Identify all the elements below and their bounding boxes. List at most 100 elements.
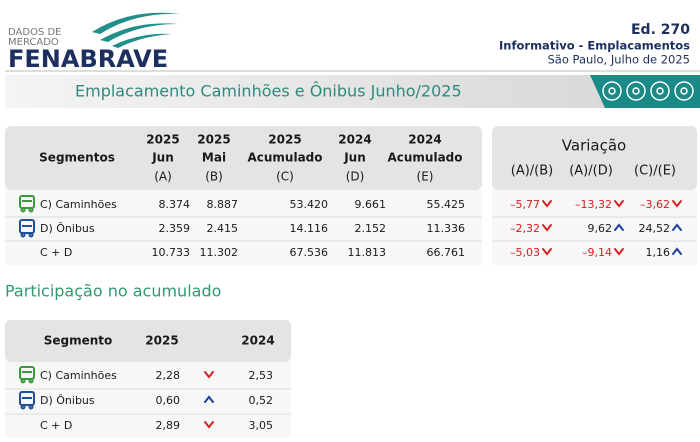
cell-value: 53.420 bbox=[290, 198, 329, 211]
column-ref: (D) bbox=[346, 170, 365, 184]
variation-header-bg bbox=[492, 126, 697, 190]
arrow-up bbox=[204, 395, 214, 403]
variation-body-bg bbox=[492, 190, 697, 265]
segment-label: D) Ônibus bbox=[40, 394, 95, 407]
arrow-down bbox=[542, 200, 552, 208]
segment-label: C) Caminhões bbox=[40, 198, 117, 211]
variation-value: –3,62 bbox=[640, 198, 670, 211]
banner-title: Emplacamento Caminhões e Ônibus Junho/20… bbox=[75, 82, 462, 101]
arrow-down bbox=[542, 224, 552, 232]
variation-column: (C)/(E) bbox=[634, 164, 676, 179]
segment-label: C + D bbox=[40, 246, 72, 259]
arrow-down bbox=[672, 200, 682, 208]
column-year: 2025 bbox=[268, 133, 301, 147]
column-year: 2025 bbox=[146, 133, 179, 147]
arrow-down bbox=[204, 371, 214, 379]
bus-body bbox=[19, 219, 35, 234]
column-period: Acumulado bbox=[247, 151, 322, 165]
variation-value: 9,62 bbox=[588, 222, 613, 235]
column-ref: (C) bbox=[276, 170, 294, 184]
wheel bbox=[28, 207, 34, 213]
wheel-icons bbox=[602, 81, 694, 101]
cell-value: 2.415 bbox=[207, 222, 239, 235]
column-ref: (B) bbox=[205, 170, 223, 184]
wheel bbox=[20, 232, 26, 238]
cell-value: 66.761 bbox=[427, 246, 466, 259]
segment-label: C + D bbox=[40, 419, 72, 432]
logo-mark bbox=[92, 12, 180, 48]
arrow-up bbox=[672, 223, 682, 231]
wheel bbox=[28, 378, 34, 384]
section-title: Participação no acumulado bbox=[5, 282, 221, 301]
column-header: 2025 bbox=[145, 334, 178, 348]
variation-value: 1,16 bbox=[646, 246, 671, 259]
cell-value: 0,52 bbox=[249, 394, 274, 407]
cell-value: 10.733 bbox=[152, 246, 191, 259]
share-header-bg bbox=[5, 320, 291, 362]
place-date: São Paulo, Julho de 2025 bbox=[548, 53, 691, 67]
variation-value: –5,77 bbox=[510, 198, 540, 211]
wheel bbox=[28, 232, 34, 238]
banner bbox=[5, 75, 605, 108]
column-year: 2024 bbox=[338, 133, 371, 147]
arrow-up bbox=[614, 223, 624, 231]
column-year: 2024 bbox=[408, 133, 441, 147]
column-period: Mai bbox=[202, 151, 226, 165]
wheel bbox=[28, 404, 34, 410]
bus-icon bbox=[19, 391, 35, 410]
wheel bbox=[20, 404, 26, 410]
arrow-up bbox=[672, 247, 682, 255]
bus-body bbox=[19, 391, 35, 406]
segment-label: C) Caminhões bbox=[40, 369, 117, 382]
table-header-bg bbox=[5, 126, 482, 190]
table-body-bg bbox=[5, 190, 482, 265]
cell-value: 14.116 bbox=[290, 222, 329, 235]
cell-value: 67.536 bbox=[290, 246, 329, 259]
cell-value: 2,53 bbox=[249, 369, 274, 382]
variation-value: –13,32 bbox=[575, 198, 612, 211]
arrow-down bbox=[542, 248, 552, 256]
logo-tagline: DADOS DE bbox=[8, 27, 61, 38]
arrow-down bbox=[614, 200, 624, 208]
truck-icon bbox=[19, 366, 35, 384]
variation-value: –5,03 bbox=[510, 246, 540, 259]
variation-value: –9,14 bbox=[582, 246, 612, 259]
cell-value: 11.336 bbox=[427, 222, 466, 235]
cell-value: 0,60 bbox=[156, 394, 181, 407]
cell-value: 2.152 bbox=[355, 222, 387, 235]
variation-value: –2,32 bbox=[510, 222, 540, 235]
truck-icon bbox=[19, 195, 35, 213]
column-header: 2024 bbox=[241, 334, 274, 348]
column-year: 2025 bbox=[197, 133, 230, 147]
truck-body bbox=[19, 366, 35, 380]
publication: Informativo - Emplacamentos bbox=[499, 39, 690, 53]
column-ref: (E) bbox=[417, 170, 434, 184]
cell-value: 8.887 bbox=[207, 198, 239, 211]
column-period: Jun bbox=[343, 151, 366, 165]
variation-value: 24,52 bbox=[639, 222, 671, 235]
logo-tagline: MERCADO bbox=[8, 37, 59, 48]
column-ref: (A) bbox=[154, 170, 172, 184]
cell-value: 2,28 bbox=[156, 369, 181, 382]
cell-value: 11.302 bbox=[200, 246, 239, 259]
arrow-down bbox=[614, 248, 624, 256]
column-header: Segmento bbox=[44, 334, 113, 348]
cell-value: 3,05 bbox=[249, 419, 274, 432]
wheel bbox=[20, 378, 26, 384]
variation-title: Variação bbox=[562, 137, 626, 155]
bus-icon bbox=[19, 219, 35, 238]
column-header: Segmentos bbox=[39, 151, 115, 165]
column-period: Acumulado bbox=[387, 151, 462, 165]
cell-value: 9.661 bbox=[355, 198, 387, 211]
variation-column: (A)/(B) bbox=[511, 164, 553, 179]
cell-value: 2,89 bbox=[156, 419, 181, 432]
cell-value: 8.374 bbox=[159, 198, 191, 211]
cell-value: 11.813 bbox=[348, 246, 387, 259]
truck-body bbox=[19, 195, 35, 209]
cell-value: 55.425 bbox=[427, 198, 466, 211]
variation-column: (A)/(D) bbox=[569, 164, 613, 179]
share-body-bg bbox=[5, 362, 291, 437]
column-period: Jun bbox=[151, 151, 174, 165]
arrow-down bbox=[204, 421, 214, 429]
